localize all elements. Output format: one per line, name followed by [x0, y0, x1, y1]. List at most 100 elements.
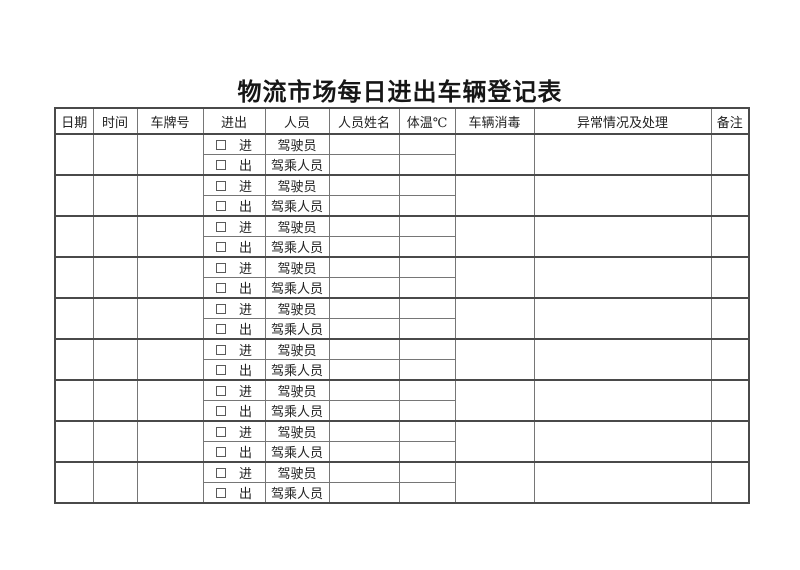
- cell-abnormal[interactable]: [533, 133, 712, 176]
- cell-name-out[interactable]: [328, 359, 400, 381]
- cell-plate[interactable]: [136, 215, 204, 258]
- cell-date[interactable]: [54, 297, 94, 340]
- cell-disinfection[interactable]: [454, 338, 535, 381]
- cell-name-out[interactable]: [328, 154, 400, 176]
- cell-disinfection[interactable]: [454, 379, 535, 422]
- cell-remarks[interactable]: [710, 461, 750, 504]
- cell-name-in[interactable]: [328, 420, 400, 442]
- cell-temperature-in[interactable]: [398, 379, 456, 401]
- checkbox-in-icon[interactable]: [215, 139, 226, 150]
- cell-date[interactable]: [54, 133, 94, 176]
- cell-plate[interactable]: [136, 420, 204, 463]
- checkbox-out-icon[interactable]: [215, 323, 226, 334]
- cell-name-in[interactable]: [328, 461, 400, 483]
- cell-remarks[interactable]: [710, 174, 750, 217]
- cell-abnormal[interactable]: [533, 215, 712, 258]
- cell-time[interactable]: [92, 420, 138, 463]
- checkbox-in-icon[interactable]: [215, 344, 226, 355]
- cell-name-in[interactable]: [328, 338, 400, 360]
- cell-temperature-out[interactable]: [398, 195, 456, 217]
- cell-time[interactable]: [92, 338, 138, 381]
- cell-name-in[interactable]: [328, 256, 400, 278]
- cell-temperature-in[interactable]: [398, 133, 456, 155]
- cell-disinfection[interactable]: [454, 297, 535, 340]
- cell-temperature-in[interactable]: [398, 297, 456, 319]
- cell-temperature-in[interactable]: [398, 338, 456, 360]
- cell-time[interactable]: [92, 379, 138, 422]
- checkbox-out-icon[interactable]: [215, 487, 226, 498]
- cell-disinfection[interactable]: [454, 461, 535, 504]
- checkbox-out-icon[interactable]: [215, 282, 226, 293]
- cell-remarks[interactable]: [710, 256, 750, 299]
- checkbox-in-icon[interactable]: [215, 262, 226, 273]
- cell-plate[interactable]: [136, 256, 204, 299]
- cell-date[interactable]: [54, 461, 94, 504]
- cell-abnormal[interactable]: [533, 338, 712, 381]
- cell-name-in[interactable]: [328, 297, 400, 319]
- cell-remarks[interactable]: [710, 420, 750, 463]
- cell-disinfection[interactable]: [454, 215, 535, 258]
- cell-date[interactable]: [54, 379, 94, 422]
- cell-disinfection[interactable]: [454, 174, 535, 217]
- cell-temperature-out[interactable]: [398, 154, 456, 176]
- cell-date[interactable]: [54, 338, 94, 381]
- cell-remarks[interactable]: [710, 338, 750, 381]
- cell-plate[interactable]: [136, 379, 204, 422]
- cell-name-out[interactable]: [328, 195, 400, 217]
- cell-date[interactable]: [54, 215, 94, 258]
- cell-abnormal[interactable]: [533, 256, 712, 299]
- cell-abnormal[interactable]: [533, 379, 712, 422]
- checkbox-out-icon[interactable]: [215, 405, 226, 416]
- cell-time[interactable]: [92, 133, 138, 176]
- cell-plate[interactable]: [136, 338, 204, 381]
- cell-abnormal[interactable]: [533, 420, 712, 463]
- cell-temperature-out[interactable]: [398, 400, 456, 422]
- cell-remarks[interactable]: [710, 215, 750, 258]
- cell-abnormal[interactable]: [533, 297, 712, 340]
- cell-disinfection[interactable]: [454, 133, 535, 176]
- cell-temperature-out[interactable]: [398, 441, 456, 463]
- cell-name-in[interactable]: [328, 379, 400, 401]
- cell-name-out[interactable]: [328, 482, 400, 504]
- cell-temperature-out[interactable]: [398, 318, 456, 340]
- cell-name-out[interactable]: [328, 277, 400, 299]
- cell-date[interactable]: [54, 174, 94, 217]
- checkbox-in-icon[interactable]: [215, 221, 226, 232]
- checkbox-out-icon[interactable]: [215, 200, 226, 211]
- cell-disinfection[interactable]: [454, 256, 535, 299]
- checkbox-in-icon[interactable]: [215, 385, 226, 396]
- cell-temperature-out[interactable]: [398, 236, 456, 258]
- cell-remarks[interactable]: [710, 133, 750, 176]
- checkbox-in-icon[interactable]: [215, 426, 226, 437]
- cell-temperature-in[interactable]: [398, 420, 456, 442]
- cell-temperature-in[interactable]: [398, 215, 456, 237]
- cell-time[interactable]: [92, 461, 138, 504]
- cell-date[interactable]: [54, 256, 94, 299]
- checkbox-in-icon[interactable]: [215, 303, 226, 314]
- checkbox-out-icon[interactable]: [215, 241, 226, 252]
- checkbox-in-icon[interactable]: [215, 467, 226, 478]
- cell-time[interactable]: [92, 215, 138, 258]
- cell-name-out[interactable]: [328, 236, 400, 258]
- cell-plate[interactable]: [136, 461, 204, 504]
- cell-plate[interactable]: [136, 297, 204, 340]
- cell-plate[interactable]: [136, 174, 204, 217]
- cell-time[interactable]: [92, 297, 138, 340]
- cell-name-in[interactable]: [328, 215, 400, 237]
- cell-temperature-out[interactable]: [398, 359, 456, 381]
- cell-name-out[interactable]: [328, 441, 400, 463]
- checkbox-out-icon[interactable]: [215, 159, 226, 170]
- cell-name-out[interactable]: [328, 400, 400, 422]
- cell-temperature-in[interactable]: [398, 256, 456, 278]
- cell-disinfection[interactable]: [454, 420, 535, 463]
- cell-remarks[interactable]: [710, 297, 750, 340]
- cell-name-in[interactable]: [328, 174, 400, 196]
- cell-name-out[interactable]: [328, 318, 400, 340]
- cell-time[interactable]: [92, 174, 138, 217]
- cell-abnormal[interactable]: [533, 174, 712, 217]
- cell-temperature-in[interactable]: [398, 461, 456, 483]
- checkbox-in-icon[interactable]: [215, 180, 226, 191]
- cell-name-in[interactable]: [328, 133, 400, 155]
- cell-temperature-out[interactable]: [398, 277, 456, 299]
- cell-abnormal[interactable]: [533, 461, 712, 504]
